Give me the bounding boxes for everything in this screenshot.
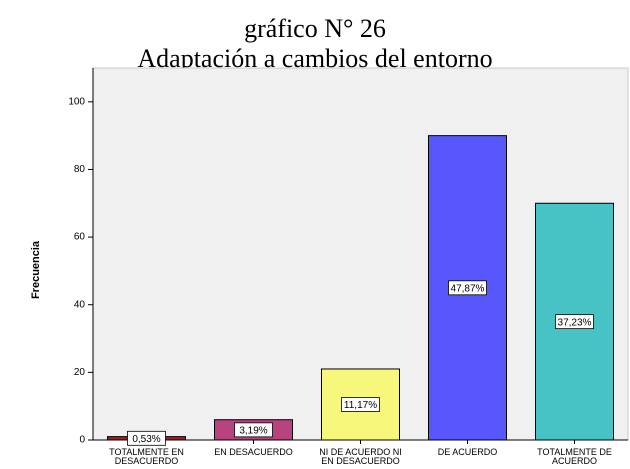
x-tick-label: DE ACUERDO <box>437 447 498 457</box>
data-label: 11,17% <box>344 400 377 411</box>
data-label: 47,87% <box>451 283 485 294</box>
y-tick-label: 20 <box>74 367 86 378</box>
chart-title: gráfico N° 26 <box>244 14 386 43</box>
y-axis-label: Frecuencia <box>30 240 42 299</box>
data-label-box <box>234 422 273 438</box>
data-label-box <box>127 430 166 446</box>
data-label: 3,19% <box>239 425 267 436</box>
data-label-box <box>448 280 487 296</box>
y-tick-label: 0 <box>79 435 85 446</box>
y-tick-label: 80 <box>74 164 86 175</box>
x-tick-label: NI DE ACUERDO NI EN DESACUERDO <box>319 447 402 466</box>
data-label: 37,23% <box>558 317 592 328</box>
y-tick-label: 100 <box>68 96 85 107</box>
y-tick-label: 60 <box>74 232 86 243</box>
data-label-box <box>341 397 380 412</box>
x-tick-label: EN DESACUERDO <box>214 447 293 457</box>
data-label: 0,53% <box>132 434 160 445</box>
data-label-box <box>555 314 594 330</box>
x-tick-label: TOTALMENTE DE ACUERDO <box>537 447 612 466</box>
y-tick-label: 40 <box>74 299 86 310</box>
x-tick-label: TOTALMENTE EN DESACUERDO <box>109 447 184 466</box>
